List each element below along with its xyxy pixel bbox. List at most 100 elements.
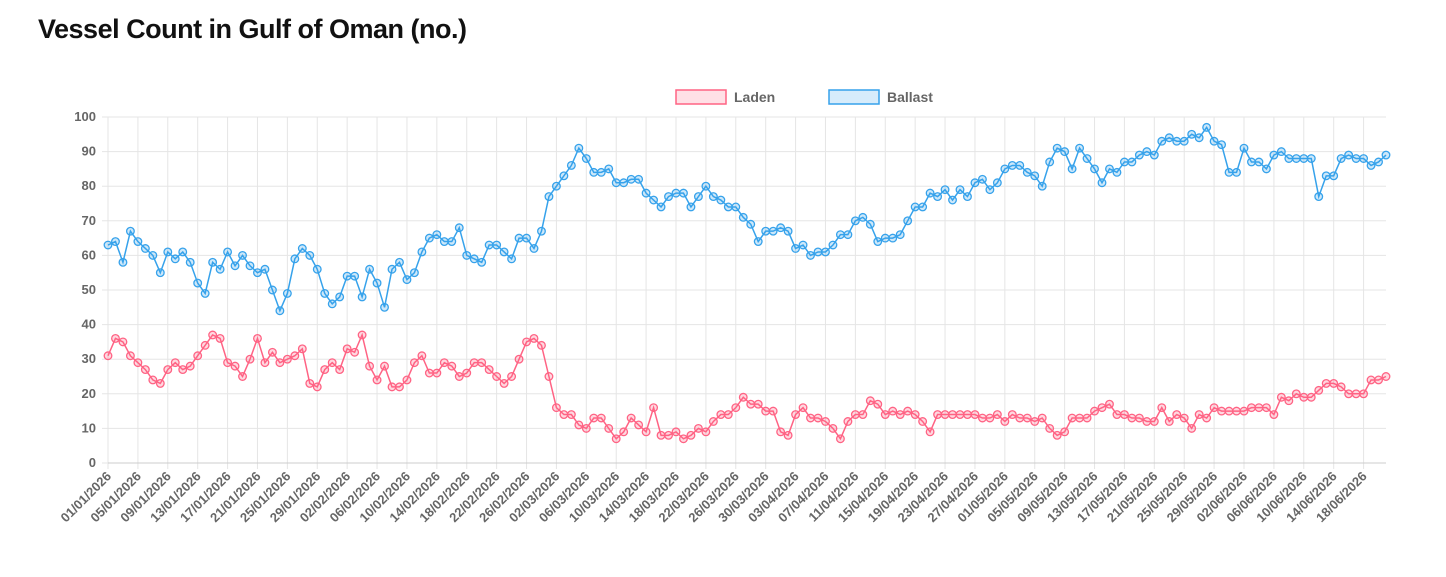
data-point	[1351, 389, 1361, 399]
data-point	[245, 354, 255, 364]
data-point	[1291, 389, 1301, 399]
data-point	[1119, 410, 1129, 420]
data-point	[1284, 396, 1294, 406]
data-point	[761, 406, 771, 416]
y-tick-label: 50	[82, 282, 96, 297]
data-point	[596, 413, 606, 423]
data-point	[731, 403, 741, 413]
data-point	[1142, 147, 1152, 157]
data-point	[903, 406, 913, 416]
data-point	[342, 271, 352, 281]
data-point	[1232, 167, 1241, 177]
data-point	[1314, 192, 1324, 202]
data-point	[1321, 171, 1331, 181]
data-point	[163, 247, 173, 257]
data-point	[155, 268, 165, 278]
data-point	[992, 178, 1002, 188]
data-point	[111, 333, 120, 343]
data-point	[1224, 406, 1234, 416]
y-tick-label: 100	[74, 109, 96, 124]
y-tick-label: 90	[82, 144, 96, 159]
data-point	[1291, 154, 1301, 163]
data-point	[723, 410, 733, 420]
data-point	[671, 188, 681, 198]
data-point	[1261, 403, 1271, 413]
data-point	[910, 410, 920, 420]
data-point	[925, 188, 935, 198]
data-point	[537, 226, 546, 236]
data-point	[1209, 136, 1219, 146]
grid	[102, 116, 1386, 469]
data-point	[1232, 406, 1241, 416]
data-point	[200, 340, 210, 350]
data-point	[282, 289, 292, 298]
data-point	[492, 372, 502, 381]
data-point	[1194, 133, 1204, 143]
data-point	[253, 333, 262, 343]
data-point	[492, 240, 502, 250]
data-point	[193, 351, 203, 361]
data-point	[215, 333, 225, 343]
data-point	[335, 292, 345, 302]
data-point	[679, 188, 688, 198]
data-point	[768, 406, 778, 416]
data-point	[649, 195, 659, 205]
data-point	[888, 406, 898, 416]
data-point	[626, 413, 636, 423]
data-point	[215, 264, 225, 274]
data-point	[753, 399, 763, 409]
data-point	[1067, 164, 1077, 174]
data-point	[1224, 167, 1234, 177]
series-line	[107, 332, 1387, 441]
data-point	[656, 202, 666, 212]
data-point	[133, 358, 143, 368]
data-point	[1007, 160, 1017, 170]
data-point	[1127, 413, 1137, 423]
data-point	[806, 413, 815, 423]
data-point	[439, 237, 449, 247]
data-point	[365, 361, 375, 371]
data-point	[656, 430, 666, 440]
data-point	[903, 216, 913, 226]
data-point	[1329, 378, 1339, 388]
data-point	[1217, 140, 1227, 150]
data-point	[170, 358, 180, 368]
data-point	[768, 226, 778, 236]
data-point	[641, 427, 651, 437]
data-point	[1187, 129, 1197, 139]
legend-item[interactable]: Ballast	[828, 89, 933, 105]
y-tick-label: 10	[82, 420, 96, 435]
data-point	[365, 264, 375, 274]
data-point	[499, 247, 509, 257]
data-point	[1015, 160, 1025, 170]
data-point	[103, 351, 113, 361]
data-point	[484, 365, 494, 375]
data-point	[634, 174, 644, 184]
data-point	[873, 399, 883, 409]
data-point	[477, 257, 487, 267]
data-point	[484, 240, 494, 250]
data-point	[1276, 392, 1286, 402]
data-point	[619, 427, 629, 437]
data-point	[1075, 413, 1085, 423]
data-point	[1217, 406, 1227, 416]
data-point	[1276, 147, 1286, 157]
data-point	[686, 430, 696, 440]
data-point	[522, 233, 531, 243]
data-point	[559, 410, 569, 420]
data-point	[208, 257, 218, 267]
data-point	[223, 358, 233, 368]
data-point	[1127, 157, 1137, 167]
data-point	[813, 247, 823, 257]
legend-item[interactable]: Laden	[675, 89, 775, 105]
data-point	[1299, 154, 1309, 163]
data-point	[297, 344, 307, 354]
y-tick-label: 60	[82, 247, 96, 262]
data-point	[275, 358, 285, 368]
data-point	[238, 250, 247, 260]
data-point	[402, 375, 412, 385]
data-point	[1351, 154, 1361, 163]
data-point	[1366, 375, 1376, 385]
data-point	[589, 413, 599, 423]
data-point	[1000, 417, 1010, 426]
